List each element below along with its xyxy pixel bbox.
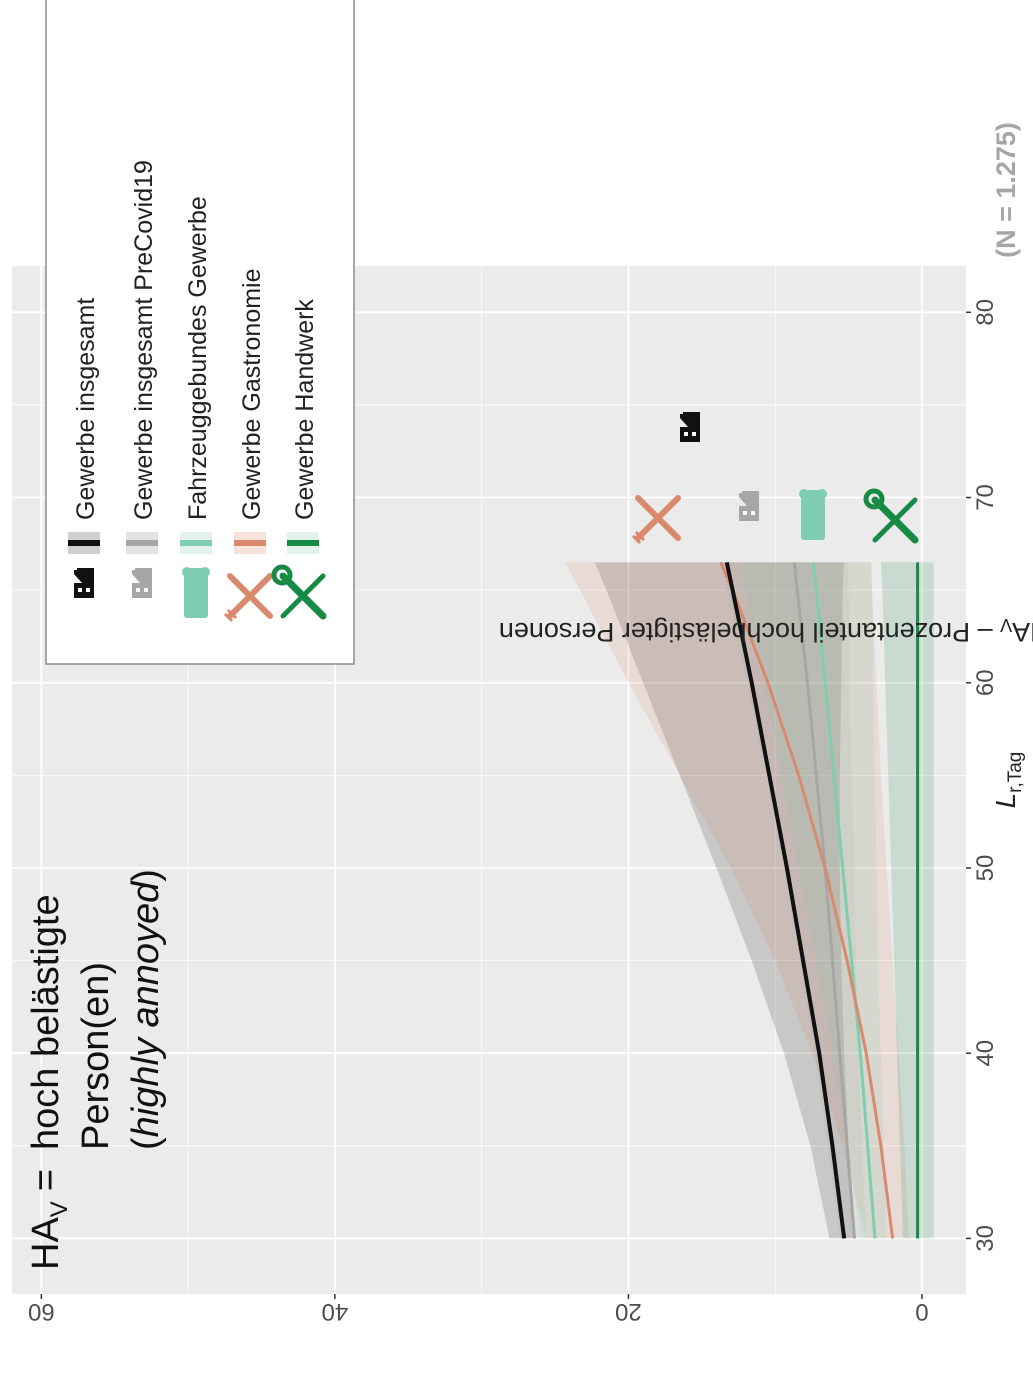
y-tick-label: 20 [615,1298,642,1325]
annotation-equals: = [25,1169,67,1191]
svg-text:% HAV – Prozentanteil hochbelä: % HAV – Prozentanteil hochbelästigter Pe… [499,615,1033,647]
x-tick-label: 60 [972,669,999,696]
van-icon [799,489,827,540]
factory-icon [680,412,700,442]
annotation-line1: hoch belästigte [25,894,67,1150]
x-tick-label: 50 [972,855,999,882]
y-axis-label-main: % HA [1012,617,1033,647]
svg-text:(highly annoyed): (highly annoyed) [125,869,167,1150]
confidence-band [739,562,887,1239]
legend-label: Fahrzeuggebundes Gewerbe [184,196,212,520]
legend-key-line [234,540,266,546]
svg-text:(N = 1.275): (N = 1.275) [991,122,1021,258]
legend: Gewerbe insgesamt Gewerbe insgesamt PreC… [45,0,355,665]
svg-text:Lr,Tag: Lr,Tag [990,752,1026,809]
series-line [724,561,847,1239]
x-tick-label: 70 [972,484,999,511]
axis-ticks: 30 40 50 60 70 80 0 20 40 60 [28,299,999,1325]
y-tick-label: 40 [322,1298,349,1325]
axis-title-x: Lr,Tag [990,752,1026,809]
factory-icon [739,491,759,521]
legend-item: Gewerbe Gastronomie [225,268,270,621]
x-tick-label: 80 [972,299,999,326]
factory-icon [74,568,94,598]
annotation-ha: HA [25,1217,67,1270]
legend-item: Gewerbe insgesamt PreCovid19 [126,160,158,598]
confidence-band [594,562,856,1239]
legend-label: Gewerbe Handwerk [291,299,319,520]
sample-size: (N = 1.275) [991,122,1021,258]
annotation-line3-italic: highly annoyed [125,880,167,1138]
y-tick-label: 0 [915,1298,928,1325]
axis-title-y: % HAV – Prozentanteil hochbelästigter Pe… [499,615,1033,647]
x-axis-label-sub: r,Tag [1005,752,1026,793]
series-lines [719,561,920,1239]
x-axis-label-main: L [990,793,1021,809]
legend-item: Gewerbe Handwerk [274,299,323,616]
annotation-ha-sub: V [46,1201,73,1217]
legend-item: Gewerbe insgesamt [68,298,100,598]
legend-item: Fahrzeuggebundes Gewerbe [180,196,212,618]
legend-label: Gewerbe Gastronomie [238,268,266,520]
legend-key-line [126,540,158,546]
svg-text:HAV=: HAV = [25,1169,73,1270]
y-tick-label: 60 [28,1298,55,1325]
y-axis-label-rest: – Prozentanteil hochbelästigter Personen [499,617,1000,647]
legend-key-line [287,540,319,546]
annotation-line3-close: ) [125,869,167,882]
legend-label: Gewerbe insgesamt PreCovid19 [130,160,158,520]
y-axis-label-sub: V [1000,615,1012,635]
factory-icon [132,568,152,598]
x-tick-label: 40 [972,1040,999,1067]
series-line [719,561,895,1239]
x-tick-label: 30 [972,1225,999,1252]
annotation-box: HAV = hoch belästigte Person(en) (highly … [25,869,167,1270]
annotation-line2: Person(en) [75,962,117,1150]
legend-key-line [68,540,100,546]
legend-label: Gewerbe insgesamt [72,298,100,520]
van-icon [182,567,210,618]
series-line [811,562,877,1239]
annotation-line3-open: ( [125,1137,167,1150]
legend-key-line [180,540,212,546]
confidence-band [880,562,934,1239]
